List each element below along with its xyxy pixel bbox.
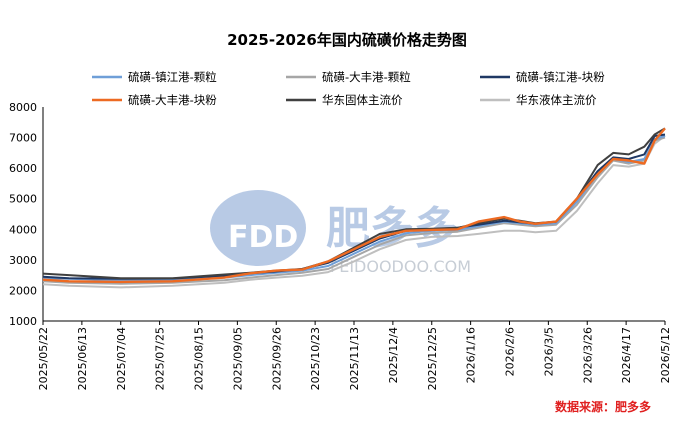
x-tick-label: 2025/06/13 (76, 327, 89, 390)
x-tick-label: 2025/09/05 (231, 327, 244, 390)
legend-label: 华东液体主流价 (516, 93, 597, 107)
x-tick-label: 2026/3/26 (581, 327, 594, 383)
x-tick-label: 2025/11/13 (348, 327, 361, 390)
legend-label: 硫磺-镇江港-颗粒 (128, 70, 217, 84)
x-tick-label: 2025/12/25 (426, 327, 439, 390)
x-tick-label: 2026/2/6 (504, 327, 517, 376)
x-tick-label: 2026/1/16 (465, 327, 478, 383)
watermark-logo-shape (210, 190, 306, 266)
plot-area (42, 127, 666, 289)
series-line-6 (42, 135, 666, 289)
y-tick-label: 7000 (9, 132, 37, 145)
series-line-4 (42, 127, 666, 284)
y-tick-label: 8000 (9, 101, 37, 114)
x-tick-label: 2026/3/5 (542, 327, 555, 376)
x-tick-label: 2025/08/15 (193, 327, 206, 390)
legend-label: 硫磺-大丰港-块粉 (128, 93, 217, 107)
y-tick-label: 3000 (9, 254, 37, 267)
y-tick-label: 6000 (9, 162, 37, 175)
legend-label: 硫磺-镇江港-块粉 (516, 70, 605, 84)
y-axis: 1000 2000 3000 4000 5000 6000 7000 8000 (9, 101, 44, 328)
watermark-logo-text: FDD (228, 220, 298, 255)
x-tick-label: 2026/4/17 (620, 327, 633, 383)
source-note: 数据来源：肥多多 (555, 399, 651, 414)
y-tick-label: 4000 (9, 223, 37, 236)
y-tick-label: 1000 (9, 315, 37, 328)
chart-title: 2025-2026年国内硫磺价格走势图 (227, 31, 467, 49)
series-line-2 (42, 136, 666, 285)
x-tick-label: 2025/05/22 (37, 327, 50, 390)
x-tick-label: 2025/07/04 (115, 327, 128, 390)
legend-label: 华东固体主流价 (322, 93, 403, 107)
series-line-5 (42, 127, 666, 280)
y-tick-label: 5000 (9, 193, 37, 206)
x-tick-label: 2025/10/23 (309, 327, 322, 390)
x-axis: 2025/05/22 2025/06/13 2025/07/04 2025/07/25… (37, 320, 672, 390)
x-tick-label: 2026/5/12 (659, 327, 672, 383)
x-tick-label: 2025/07/25 (154, 327, 167, 390)
y-tick-label: 2000 (9, 284, 37, 297)
legend-label: 硫磺-大丰港-颗粒 (322, 70, 411, 84)
x-tick-label: 2025/12/4 (387, 327, 400, 383)
x-tick-label: 2025/09/26 (270, 327, 283, 390)
watermark-domain-text: FEIDOODOO.COM (330, 257, 471, 276)
